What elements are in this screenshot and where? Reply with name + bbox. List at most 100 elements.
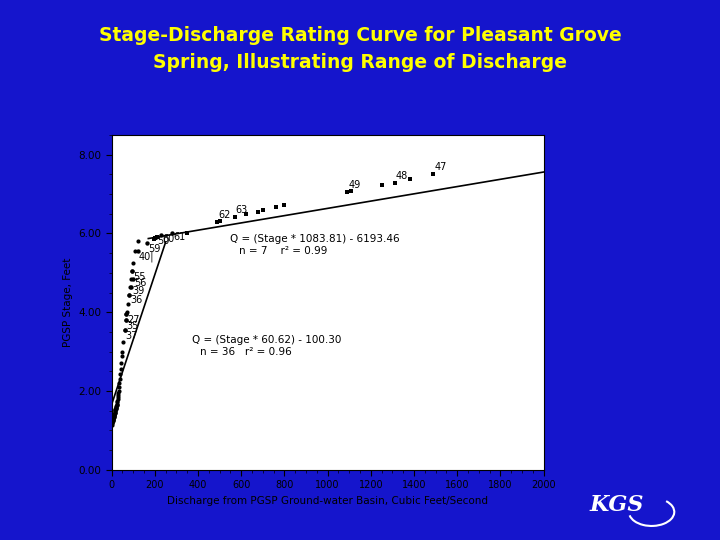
Point [112,398,123,407]
Point [389,179,400,187]
Point [127,259,139,267]
Point [253,207,264,216]
Point [107,417,118,426]
X-axis label: Discharge from PGSP Ground-water Basin, Cubic Feet/Second: Discharge from PGSP Ground-water Basin, … [167,496,488,506]
Point [120,310,132,319]
Point [229,213,240,221]
Point [110,404,122,413]
Point [110,403,122,412]
Point [116,352,127,361]
Text: 37: 37 [125,331,138,341]
Point [240,210,251,218]
Point [125,274,137,283]
Point [166,229,178,238]
Point [120,316,131,325]
Point [428,170,439,179]
Point [346,187,357,195]
Text: n = 36   r² = 0.96: n = 36 r² = 0.96 [200,347,292,356]
Point [122,300,134,309]
Point [107,414,119,423]
Point [113,383,125,391]
Point [109,411,120,420]
Point [107,417,118,426]
Text: 36: 36 [130,295,143,306]
Point [109,409,120,417]
Text: 48: 48 [396,171,408,181]
Point [115,359,127,368]
Text: Q = (Stage * 60.62) - 100.30: Q = (Stage * 60.62) - 100.30 [192,335,341,345]
Point [109,408,121,416]
Point [111,401,122,409]
Text: 60: 60 [162,234,175,245]
Point [120,310,132,319]
Point [119,326,130,334]
Point [109,405,121,414]
Point [428,170,439,179]
Point [107,414,119,422]
Point [109,408,121,417]
Point [109,406,121,415]
Point [404,175,415,184]
Point [108,412,120,421]
Text: 50: 50 [157,237,169,246]
Text: Stage-Discharge Rating Curve for Pleasant Grove: Stage-Discharge Rating Curve for Pleasan… [99,25,621,45]
Point [150,233,161,242]
Point [109,406,121,414]
Point [107,419,118,428]
Point [112,395,123,403]
Text: 39: 39 [132,286,145,295]
Point [117,347,128,356]
Point [111,401,122,409]
Point [132,247,143,255]
Point [114,370,126,379]
Point [115,365,127,374]
Point [108,411,120,420]
Y-axis label: PGSP Stage, Feet: PGSP Stage, Feet [63,258,73,347]
Point [110,402,122,411]
Point [341,188,353,197]
Text: 59: 59 [148,244,161,254]
Point [130,247,141,255]
Point [149,234,161,242]
Point [212,218,223,227]
Text: 62: 62 [219,211,231,220]
Point [127,274,139,283]
Point [121,308,132,316]
Point [141,239,153,248]
Point [114,375,125,383]
Text: 56: 56 [134,278,147,288]
Point [123,290,135,299]
Point [107,418,118,427]
Point [124,282,135,291]
Point [108,413,120,422]
Point [127,267,138,275]
Point [148,235,160,244]
Text: n = 7    r² = 0.99: n = 7 r² = 0.99 [239,246,328,256]
Text: Q = (Stage * 1083.81) - 6193.46: Q = (Stage * 1083.81) - 6193.46 [230,234,400,245]
Point [212,218,223,227]
Point [132,237,143,246]
Point [119,326,130,334]
Text: 47: 47 [435,163,447,172]
Point [279,201,290,210]
Point [127,267,138,275]
Point [112,390,124,399]
Point [112,396,123,405]
Point [214,217,225,225]
Point [107,415,119,424]
Text: 55: 55 [133,272,145,282]
Point [125,282,137,291]
Point [156,231,167,240]
Text: 35: 35 [127,321,139,331]
Point [229,213,240,221]
Point [112,393,124,401]
Text: 63: 63 [236,205,248,215]
Point [109,407,121,415]
Point [110,403,122,412]
Text: 61: 61 [173,232,186,242]
Point [151,233,163,242]
Point [123,290,135,299]
Point [107,415,119,424]
Point [111,402,122,410]
Point [109,409,120,418]
